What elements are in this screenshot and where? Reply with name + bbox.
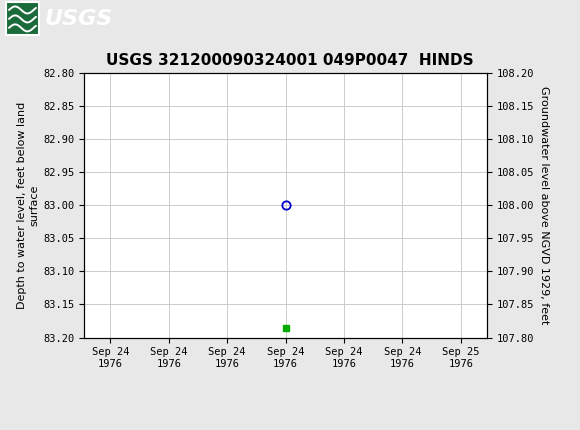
Text: USGS 321200090324001 049P0047  HINDS: USGS 321200090324001 049P0047 HINDS xyxy=(106,53,474,68)
Text: USGS: USGS xyxy=(44,9,113,29)
Y-axis label: Groundwater level above NGVD 1929, feet: Groundwater level above NGVD 1929, feet xyxy=(539,86,549,325)
Y-axis label: Depth to water level, feet below land
surface: Depth to water level, feet below land su… xyxy=(17,102,39,309)
Legend: Period of approved data: Period of approved data xyxy=(192,428,379,430)
Polygon shape xyxy=(6,2,39,35)
